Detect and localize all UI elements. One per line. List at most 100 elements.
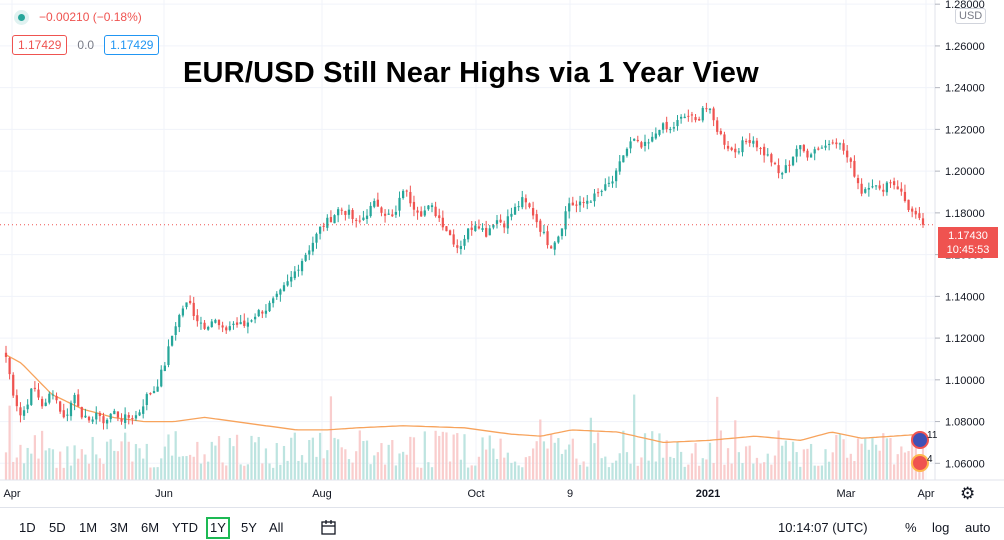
- candle-body: [33, 387, 37, 389]
- volume-bar: [214, 445, 217, 480]
- volume-bar: [275, 443, 278, 480]
- candle-body: [604, 184, 607, 191]
- candle-body: [712, 108, 715, 121]
- volume-bar: [315, 456, 318, 480]
- volume-bar: [625, 452, 629, 480]
- volume-bar: [420, 467, 423, 480]
- candle-body: [434, 206, 437, 217]
- volume-bar: [127, 441, 130, 480]
- auto-scale-toggle[interactable]: auto: [965, 520, 991, 535]
- timeframe-ytd[interactable]: YTD: [172, 520, 198, 535]
- volume-bar: [189, 454, 192, 480]
- bottom-toolbar: 1D 5D 1M 3M 6M YTD 1Y 5Y All 10:14:07 (U…: [0, 507, 1004, 540]
- candle-body: [246, 322, 250, 327]
- candle-body: [535, 214, 538, 223]
- timeframe-1m[interactable]: 1M: [79, 520, 98, 535]
- candle-body: [586, 200, 589, 204]
- spread-value: 0.0: [77, 38, 95, 52]
- candle-body: [510, 213, 513, 217]
- candle-body: [528, 203, 531, 208]
- volume-bar: [651, 431, 654, 480]
- volume-bar: [622, 430, 625, 480]
- volume-bar: [513, 461, 517, 480]
- volume-bar: [196, 441, 199, 480]
- candle-body: [705, 108, 708, 110]
- volume-bar: [831, 452, 834, 480]
- candle-body: [326, 217, 329, 228]
- currency-label[interactable]: USD: [955, 8, 987, 24]
- volume-bar: [376, 452, 379, 480]
- price-tick-label: 1.08000: [945, 417, 985, 429]
- time-tick-label: 9: [567, 488, 573, 500]
- volume-bar: [492, 448, 495, 480]
- candlesticks: [4, 102, 925, 430]
- price-chart[interactable]: 1.060001.080001.100001.120001.140001.160…: [0, 0, 1004, 507]
- candle-body: [120, 418, 123, 422]
- date-range-icon[interactable]: [320, 519, 338, 537]
- volume-bar: [445, 432, 448, 480]
- volume-bar: [203, 454, 206, 480]
- volume-bar: [30, 453, 33, 480]
- volume-bar: [828, 461, 831, 480]
- volume-bar: [102, 463, 105, 480]
- timeframe-all[interactable]: All: [269, 520, 284, 535]
- price-tick-label: 1.18000: [945, 208, 985, 220]
- candle-body: [73, 394, 76, 404]
- candle-body: [658, 129, 661, 135]
- volume-bar: [907, 451, 910, 480]
- candle-body: [784, 165, 787, 173]
- volume-bar: [781, 445, 784, 480]
- volume-bar: [149, 467, 152, 480]
- volume-bar: [766, 453, 769, 480]
- volume-bar: [311, 437, 314, 480]
- candle-body: [517, 206, 520, 208]
- candle-body: [661, 123, 665, 130]
- timeframe-3m[interactable]: 3M: [110, 520, 129, 535]
- volume-bar: [304, 462, 307, 480]
- candle-body: [531, 208, 535, 216]
- chart-title: EUR/USD Still Near Highs via 1 Year View: [183, 57, 759, 89]
- candle-body: [37, 389, 40, 398]
- volume-bar: [640, 457, 643, 480]
- candle-body: [282, 285, 286, 291]
- candle-body: [232, 323, 235, 325]
- candle-body: [791, 156, 795, 166]
- timeframe-1d[interactable]: 1D: [19, 520, 36, 535]
- candle-body: [373, 200, 376, 207]
- time-tick-label: 2021: [696, 488, 720, 500]
- volume-bar: [134, 444, 138, 480]
- candle-body: [669, 129, 672, 131]
- sell-price-button[interactable]: 1.17429: [12, 35, 68, 55]
- utc-clock[interactable]: 10:14:07 (UTC): [778, 520, 868, 535]
- candle-body: [55, 396, 58, 401]
- candle-body: [809, 154, 813, 158]
- candle-body: [235, 322, 239, 325]
- volume-bar: [860, 443, 863, 480]
- timeframe-1y[interactable]: 1Y: [206, 517, 230, 539]
- volume-bar: [687, 464, 690, 480]
- candle-body: [766, 154, 769, 156]
- volume-bar: [459, 459, 463, 480]
- volume-bar: [243, 465, 246, 480]
- log-scale-toggle[interactable]: log: [932, 520, 950, 535]
- volume-bar: [737, 452, 740, 480]
- timeframe-5y[interactable]: 5Y: [241, 520, 257, 535]
- percent-scale-toggle[interactable]: %: [905, 520, 917, 535]
- candle-body: [907, 199, 910, 211]
- candle-body: [109, 413, 112, 420]
- gear-icon[interactable]: ⚙: [960, 484, 976, 503]
- candle-body: [69, 402, 73, 417]
- volume-bar: [239, 464, 242, 480]
- buy-price-button[interactable]: 1.17429: [104, 35, 160, 55]
- timeframe-6m[interactable]: 6M: [141, 520, 160, 535]
- volume-bar: [217, 436, 221, 480]
- volume-bar: [347, 459, 351, 480]
- candle-body: [463, 238, 466, 246]
- candle-body: [892, 181, 896, 186]
- candle-body: [225, 327, 228, 331]
- timeframe-5d[interactable]: 5D: [49, 520, 66, 535]
- volume-bar: [160, 458, 163, 480]
- volume-bar: [734, 420, 737, 480]
- volume-bar: [116, 451, 120, 480]
- candle-body: [477, 226, 481, 229]
